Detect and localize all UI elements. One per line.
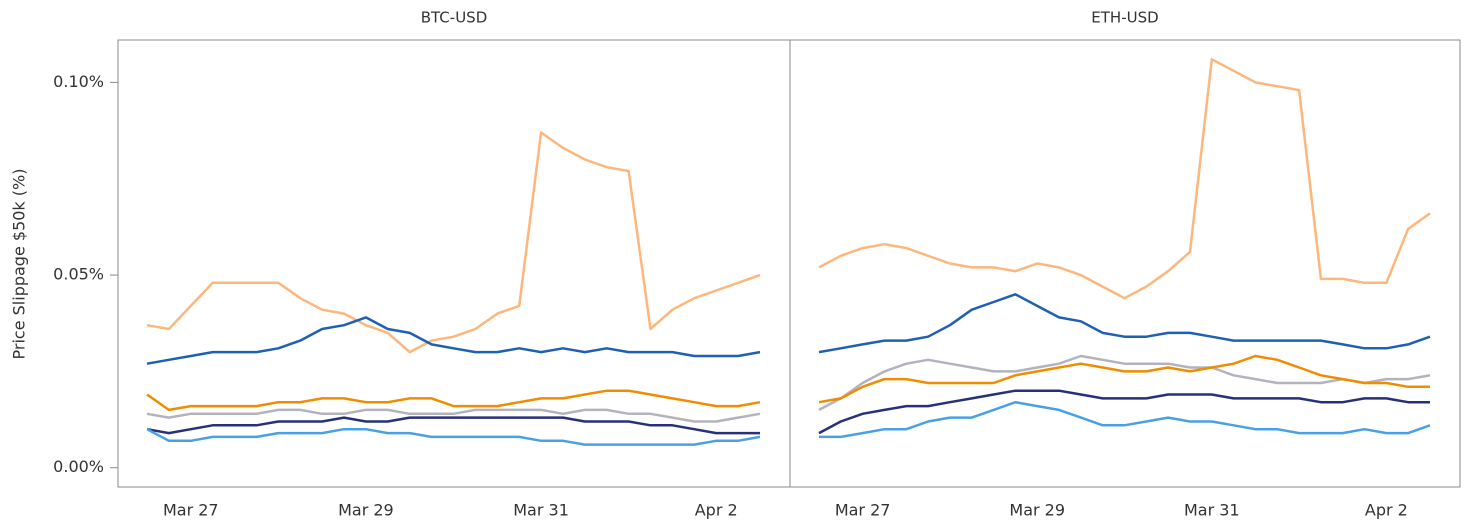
y-tick-label: 0.10% [53, 72, 104, 91]
series-line [819, 400, 1431, 439]
series-line [146, 416, 760, 435]
series-line [818, 354, 1431, 412]
series-line [146, 427, 761, 446]
series-line [146, 389, 761, 412]
series-line [146, 131, 761, 354]
x-tick-label: Apr 2 [1365, 501, 1408, 520]
x-tick-label: Mar 27 [835, 501, 891, 520]
panel-title: ETH-USD [1091, 9, 1158, 27]
x-tick-label: Mar 31 [513, 501, 569, 520]
y-tick-label: 0.05% [53, 265, 104, 284]
series-line [146, 316, 761, 365]
series-line [818, 389, 1430, 435]
y-tick-label: 0.00% [53, 457, 104, 476]
x-tick-label: Mar 29 [338, 501, 394, 520]
series-line [818, 293, 1431, 354]
x-tick-label: Mar 29 [1009, 501, 1065, 520]
series-line [146, 408, 761, 423]
y-axis-title: Price Slippage $50k (%) [10, 169, 29, 360]
x-tick-label: Mar 27 [163, 501, 219, 520]
panel-frame [789, 39, 1461, 488]
x-tick-label: Mar 31 [1184, 501, 1240, 520]
series-line [818, 58, 1431, 300]
x-tick-label: Apr 2 [695, 501, 738, 520]
series-line [818, 354, 1430, 404]
panel-title: BTC-USD [421, 9, 488, 27]
